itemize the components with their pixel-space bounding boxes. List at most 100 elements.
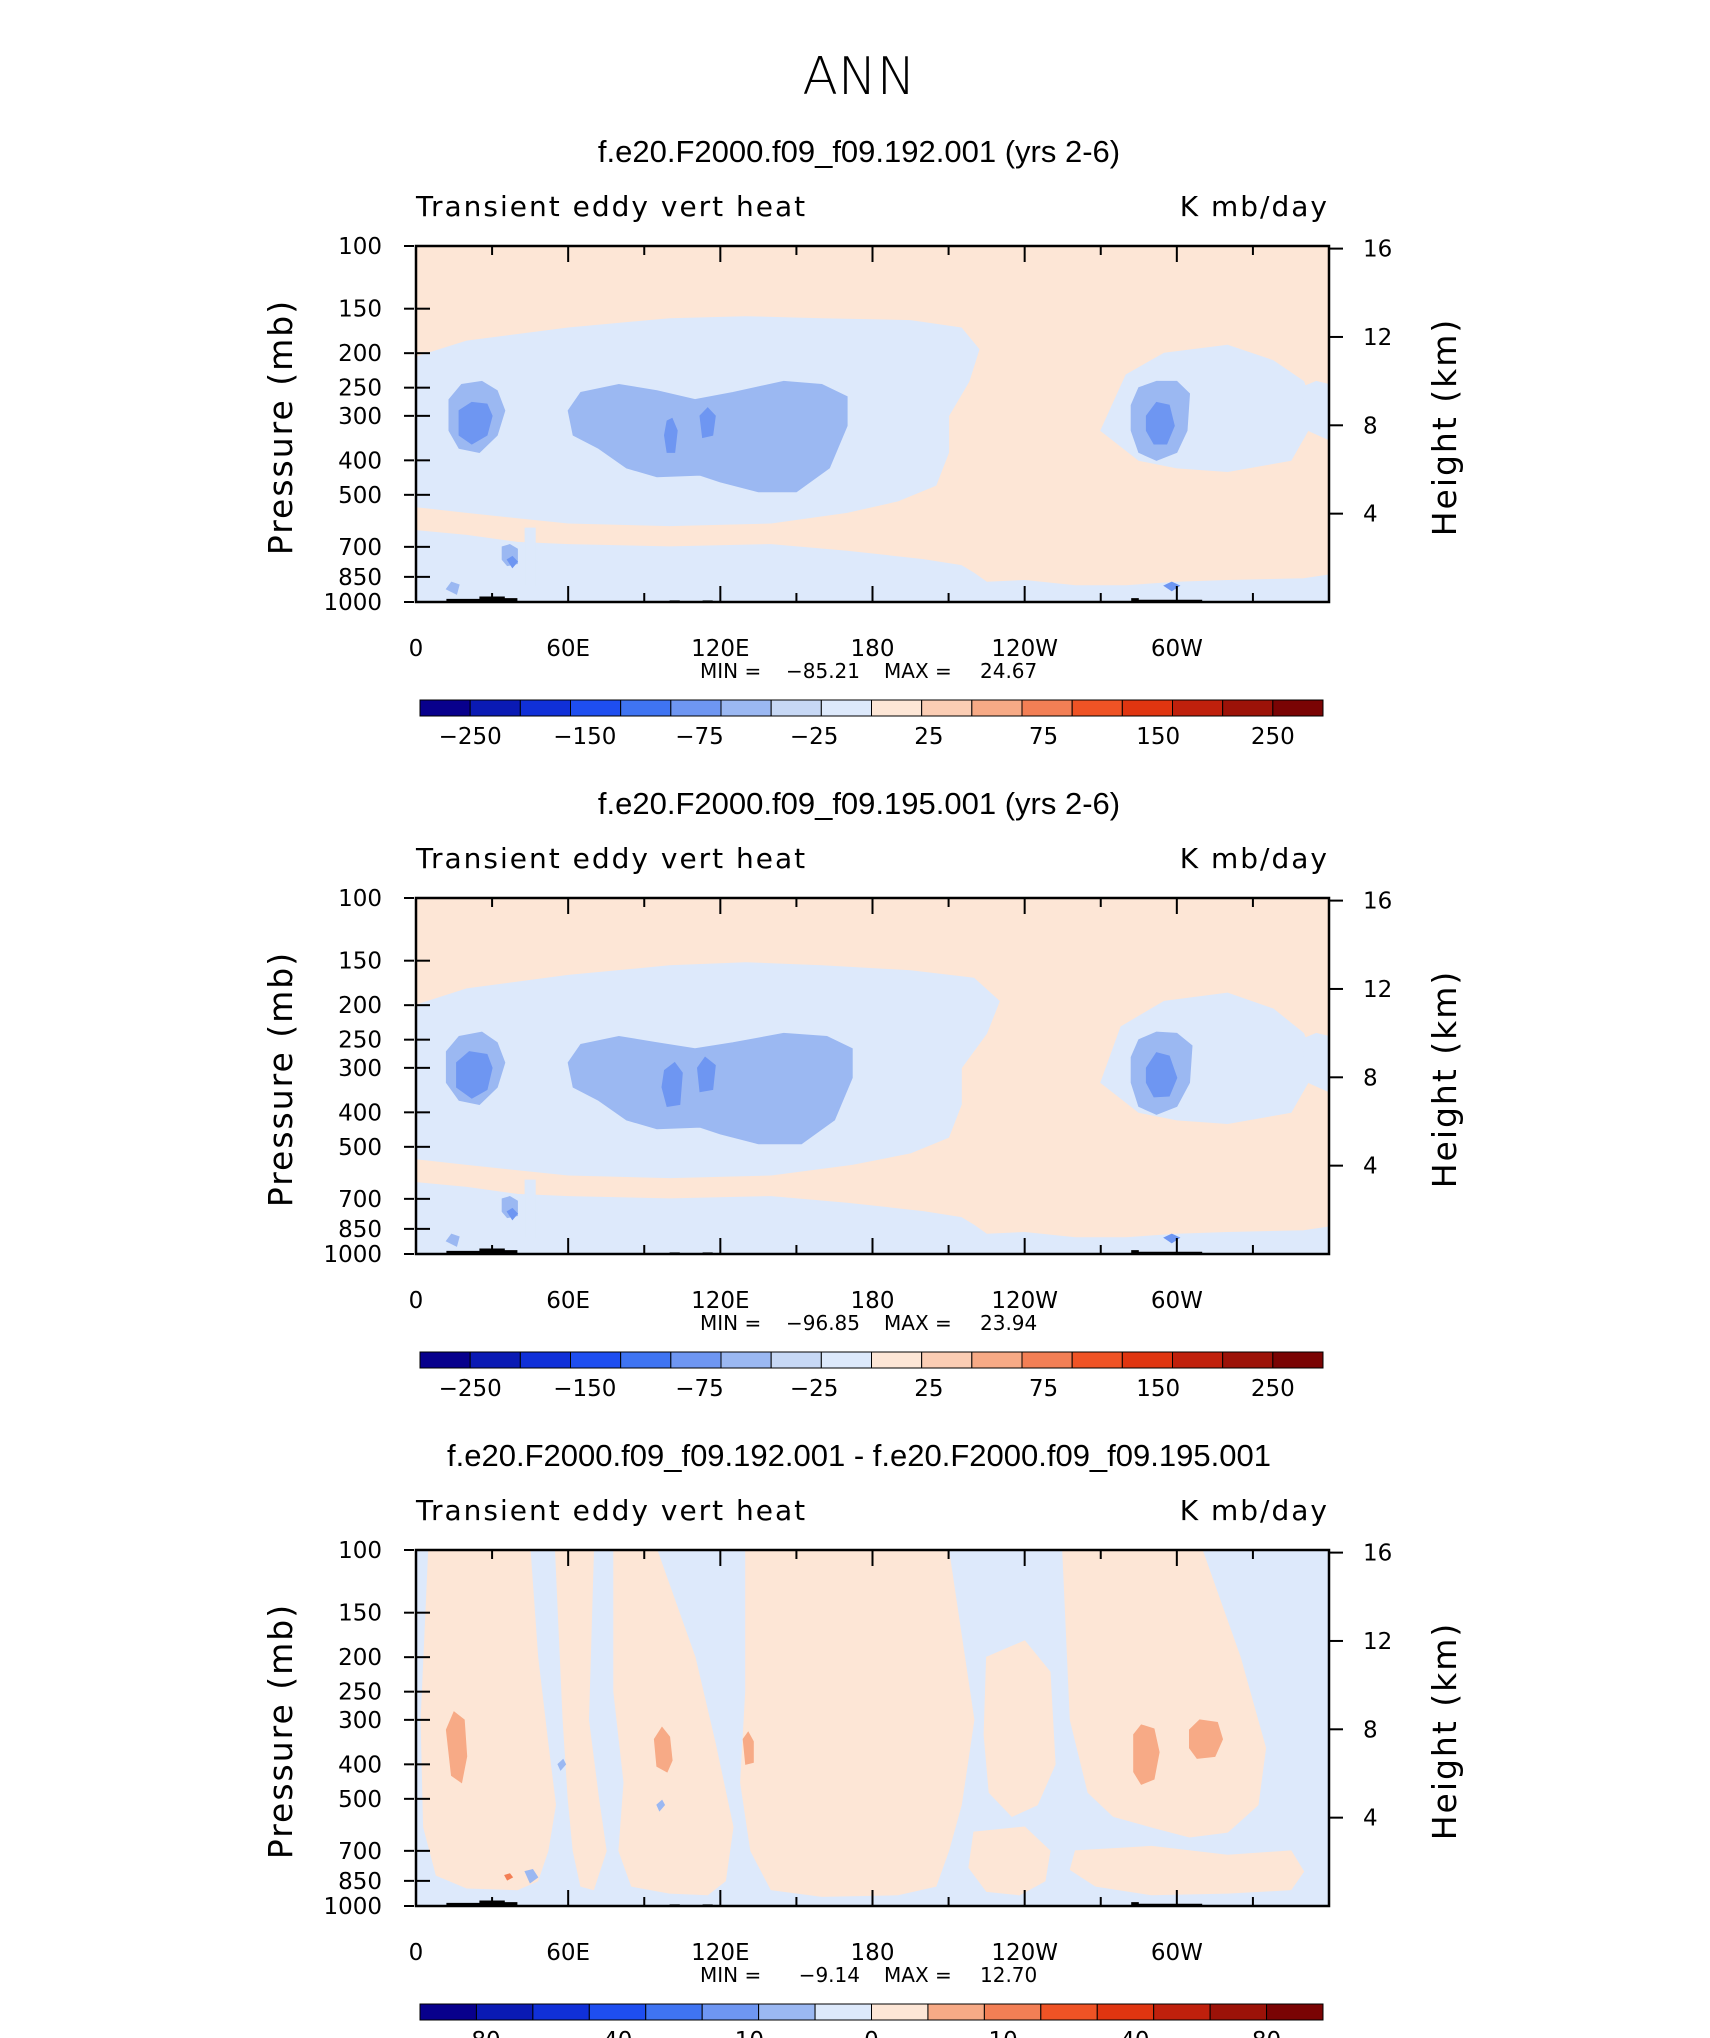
variable-label: Transient eddy vert heat [415, 1494, 807, 1527]
y-tick-label: 300 [338, 1056, 382, 1082]
contour-region [524, 1179, 536, 1239]
max-label: MAX = [884, 659, 952, 683]
colorbar-swatch [1209, 2003, 1268, 2021]
contour-region [740, 1550, 975, 1897]
colorbar-swatch [1172, 1351, 1224, 1369]
contour-field [416, 246, 1329, 602]
colorbar-swatch [1272, 699, 1324, 717]
colorbar-swatch [588, 2003, 647, 2021]
variable-label: Transient eddy vert heat [415, 190, 807, 223]
contour-region [524, 527, 536, 587]
y-tick-label: 400 [338, 1752, 382, 1778]
x-tick-label: 180 [851, 636, 895, 662]
y-tick-label: 200 [338, 1645, 382, 1671]
contour-region [1189, 1719, 1224, 1759]
colorbar-swatch [570, 1351, 622, 1369]
figure-title: ANN [802, 47, 915, 107]
contour-region [1133, 1724, 1160, 1785]
colorbar-swatch [814, 2003, 872, 2021]
contour-field [416, 898, 1329, 1254]
contour-region [983, 1640, 1056, 1818]
colorbar-swatch [871, 2003, 929, 2021]
colorbar-swatch [1021, 699, 1073, 717]
x-tick-label: 180 [851, 1288, 895, 1314]
y2-tick-label: 12 [1363, 325, 1392, 351]
y-tick-label: 1000 [323, 1242, 382, 1268]
contour-region [1069, 1845, 1305, 1896]
y-tick-label: 250 [338, 1028, 382, 1054]
contour-region [1163, 1233, 1181, 1244]
units-label: K mb/day [1180, 190, 1329, 223]
y2-tick-label: 4 [1363, 1806, 1378, 1832]
max-value: 12.70 [980, 1963, 1037, 1987]
colorbar-label: 25 [914, 1376, 943, 1402]
contour-region [656, 1799, 666, 1812]
colorbar-swatch [927, 2003, 985, 2021]
contour-region [968, 1826, 1051, 1896]
contour-region [699, 407, 716, 439]
colorbar-swatch [475, 2003, 534, 2021]
y-tick-label: 1000 [323, 1894, 382, 1920]
y2-tick-label: 4 [1363, 1154, 1378, 1180]
colorbar-label: 25 [914, 724, 943, 750]
colorbar-label: 250 [1251, 1376, 1295, 1402]
y2-tick-label: 8 [1363, 1717, 1378, 1743]
x-tick-label: 60W [1151, 1288, 1203, 1314]
contour-region [557, 1758, 567, 1771]
colorbar-label: 250 [1251, 724, 1295, 750]
colorbar-label: 150 [1136, 724, 1180, 750]
panels: f.e20.F2000.f09_f09.192.001 (yrs 2-6) Tra… [261, 134, 1464, 2038]
y-tick-label: 100 [338, 886, 382, 912]
x-tick-label: 60E [546, 1940, 590, 1966]
colorbar-swatch [1222, 1351, 1274, 1369]
colorbar-swatch [1021, 1351, 1073, 1369]
colorbar-swatch [419, 2003, 477, 2021]
colorbar-swatch [983, 2003, 1042, 2021]
x-tick-label: 0 [409, 1288, 424, 1314]
x-tick-label: 0 [409, 636, 424, 662]
y-axis-title: Pressure (mb) [261, 299, 300, 555]
colorbar-label: 75 [1029, 1376, 1058, 1402]
colorbar-swatch [871, 699, 923, 717]
colorbar-swatch [770, 1351, 822, 1369]
y-tick-label: 850 [338, 565, 382, 591]
units-label: K mb/day [1180, 1494, 1329, 1527]
y2-tick-label: 16 [1363, 1541, 1392, 1567]
panel-title: f.e20.F2000.f09_f09.195.001 (yrs 2-6) [598, 786, 1120, 821]
colorbar-swatch [1266, 2003, 1324, 2021]
x-tick-label: 60E [546, 1288, 590, 1314]
colorbar-swatch [469, 699, 521, 717]
y-tick-label: 400 [338, 1100, 382, 1126]
colorbar-swatch [1121, 1351, 1174, 1369]
contour-region [696, 1056, 716, 1093]
min-label: MIN = [700, 1311, 761, 1335]
colorbar-swatch [670, 699, 722, 717]
topography-mask [446, 1900, 518, 1906]
chart-panel-1: f.e20.F2000.f09_f09.192.001 (yrs 2-6) Tra… [261, 134, 1464, 750]
y-tick-label: 150 [338, 949, 382, 975]
contour-region [661, 1061, 683, 1107]
y2-axis-title: Height (km) [1425, 970, 1464, 1189]
colorbar-swatch [1222, 699, 1274, 717]
contour-region [416, 1182, 1329, 1254]
colorbar-label: −75 [675, 724, 724, 750]
colorbar-swatch [620, 1351, 672, 1369]
x-tick-label: 60W [1151, 636, 1203, 662]
colorbar-label: −250 [439, 1376, 502, 1402]
colorbar-swatch [519, 699, 571, 717]
colorbar-label: 75 [1029, 724, 1058, 750]
y-tick-label: 150 [338, 1601, 382, 1627]
y2-tick-label: 8 [1363, 413, 1378, 439]
colorbar-swatch [519, 1351, 571, 1369]
colorbar-swatch [758, 2003, 816, 2021]
colorbar-swatch [820, 699, 872, 717]
colorbar-swatch [1071, 699, 1123, 717]
colorbar-label: −150 [553, 1376, 616, 1402]
topography-mask [446, 1248, 518, 1254]
colorbar-label: −25 [790, 1376, 839, 1402]
y-tick-label: 850 [338, 1217, 382, 1243]
contour-region [458, 401, 493, 445]
chart-panel-3: f.e20.F2000.f09_f09.192.001 - f.e20.F200… [261, 1438, 1464, 2038]
max-value: 24.67 [980, 659, 1037, 683]
contour-region [445, 581, 460, 595]
